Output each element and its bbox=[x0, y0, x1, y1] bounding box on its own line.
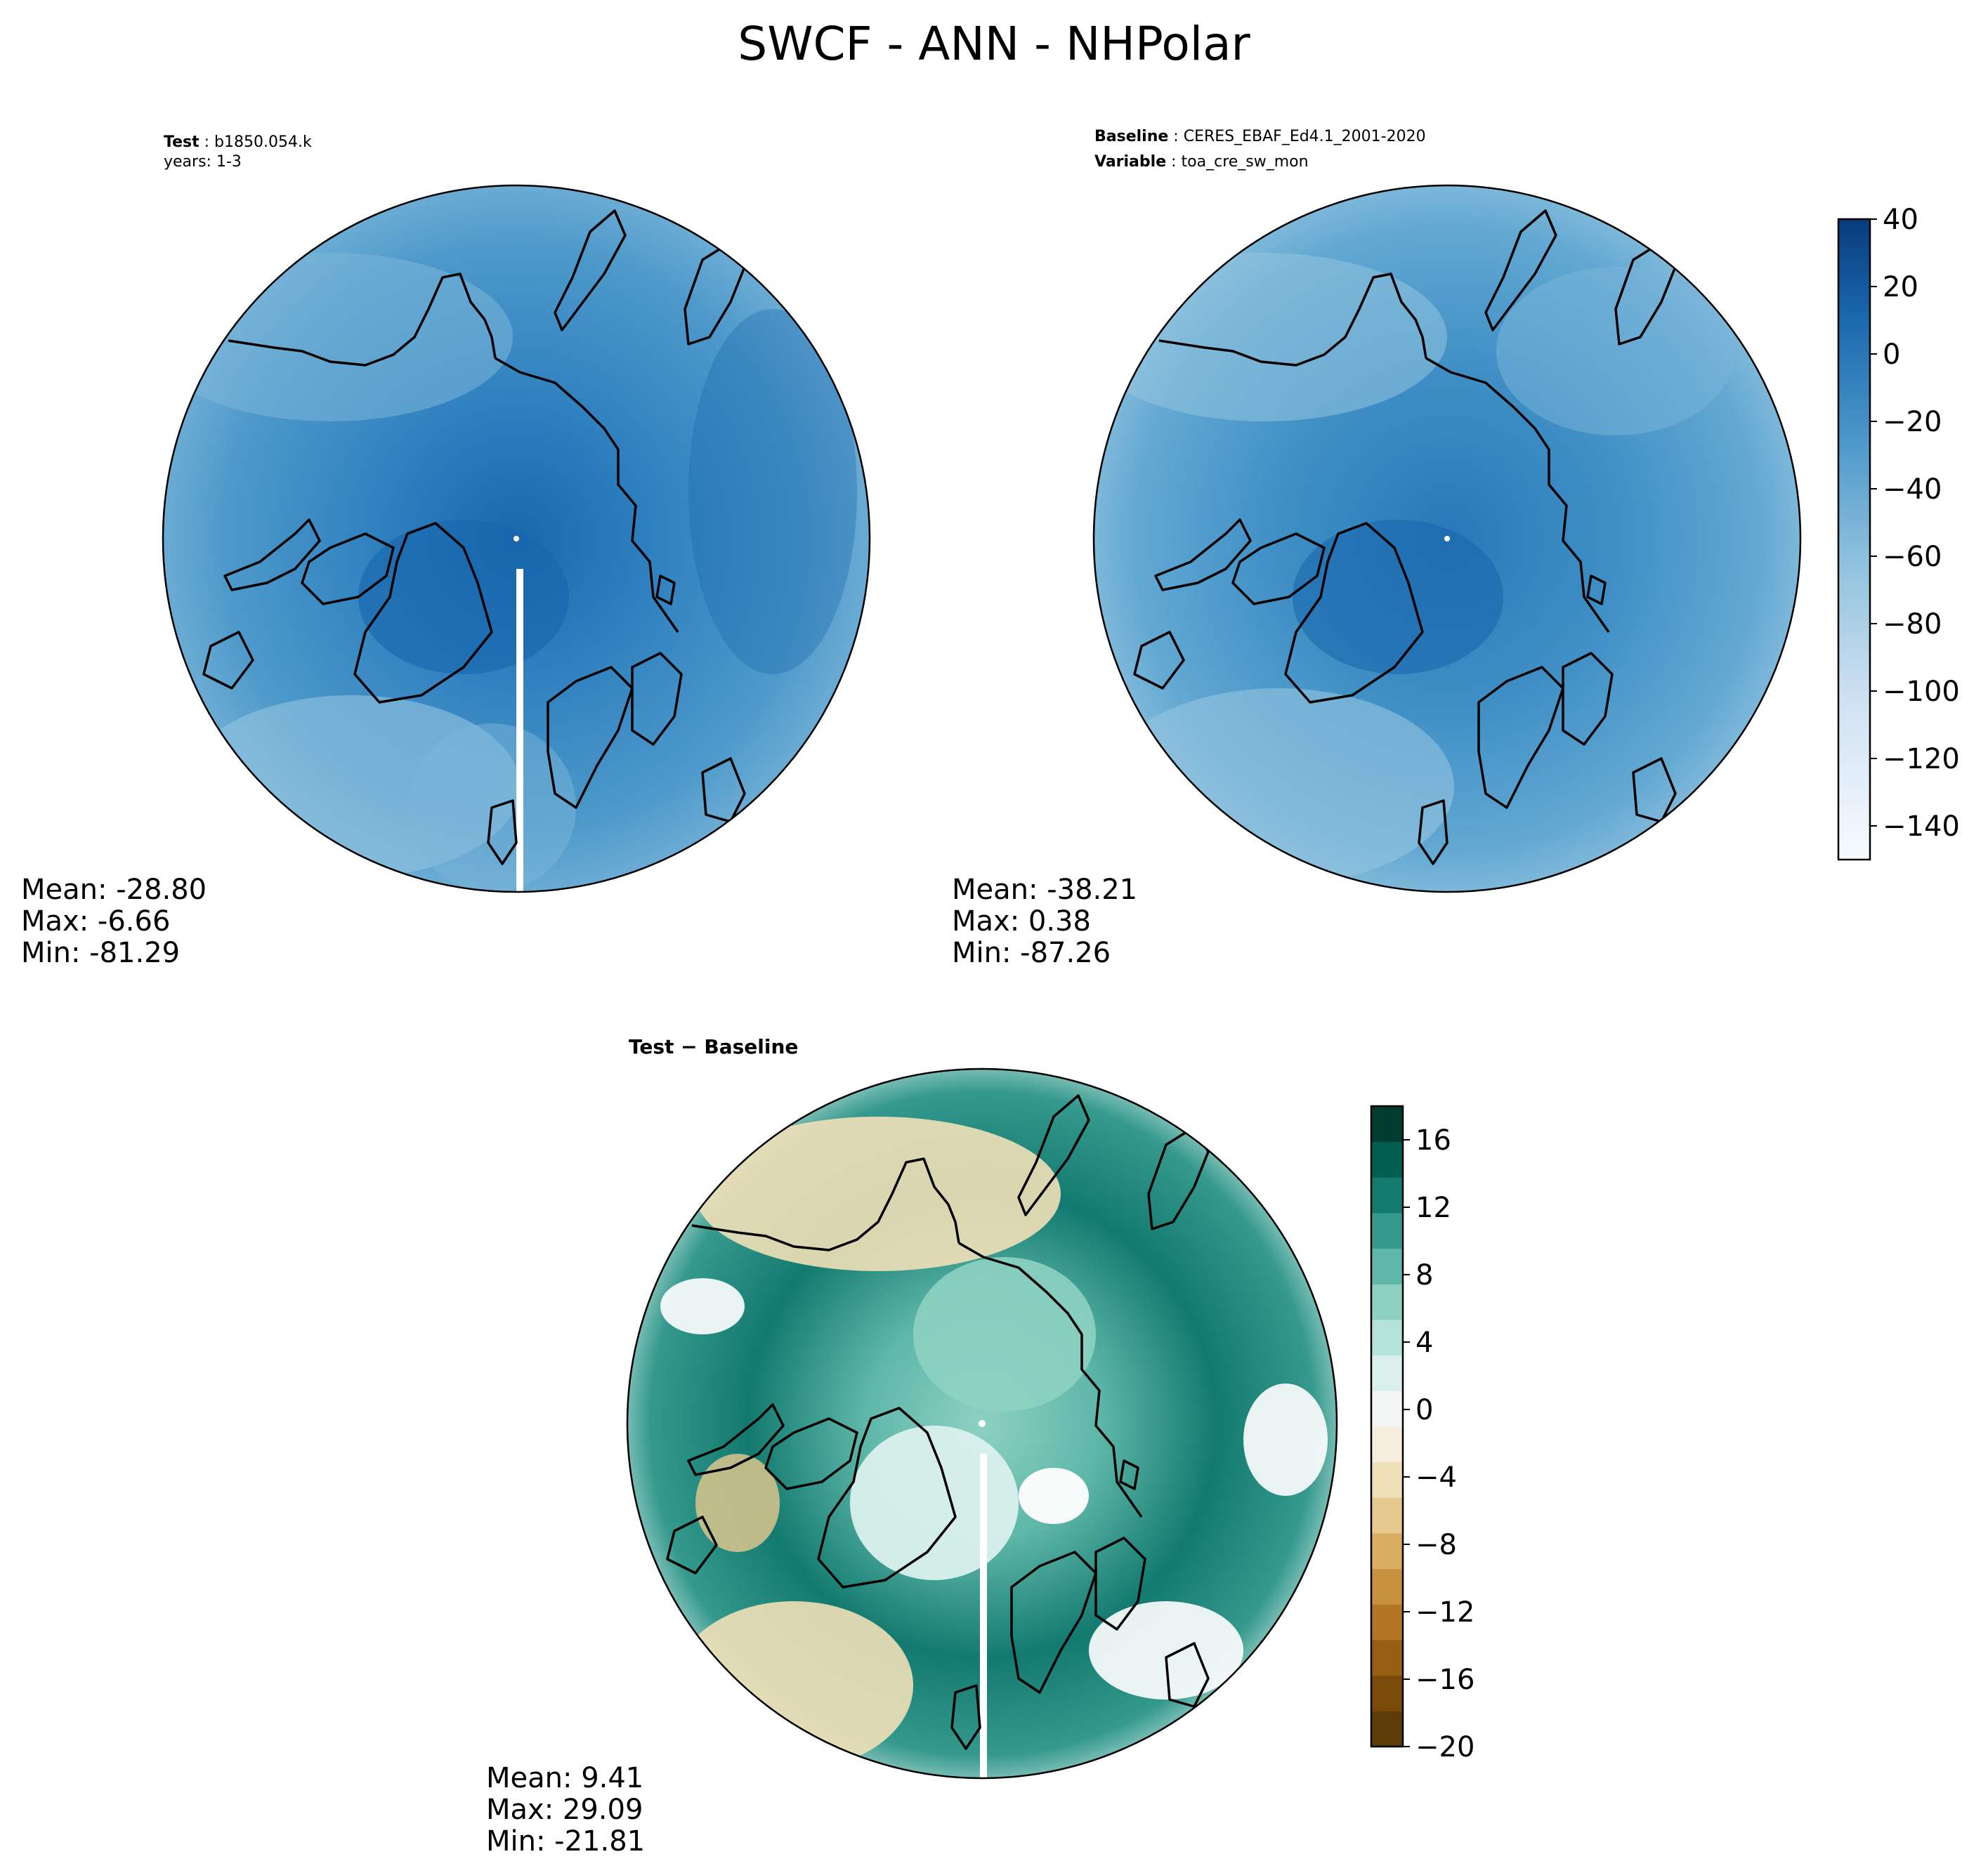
colorbar-blues-tick-label: −80 bbox=[1883, 608, 1942, 640]
colorbar-blues-tick-label: 20 bbox=[1883, 271, 1918, 303]
difference-mean: Mean: 9.41 bbox=[486, 1762, 643, 1794]
colorbar-brbg-tick-label: −8 bbox=[1415, 1529, 1457, 1561]
test-map bbox=[163, 185, 870, 892]
baseline-header-value: CERES_EBAF_Ed4.1_2001-2020 bbox=[1184, 128, 1426, 145]
test-max: Max: -6.66 bbox=[21, 905, 170, 938]
colorbar-blues-tick-label: −40 bbox=[1883, 473, 1942, 506]
colorbar-brbg-level bbox=[1371, 1568, 1403, 1605]
baseline-map bbox=[1094, 185, 1800, 892]
colorbar-brbg-level bbox=[1371, 1461, 1403, 1498]
colorbar-brbg-tick-label: −20 bbox=[1415, 1731, 1474, 1763]
colorbar-blues-tick-label: −120 bbox=[1883, 743, 1960, 775]
test-header-years: years: 1-3 bbox=[164, 153, 242, 171]
colorbar-brbg-tick-label: 0 bbox=[1415, 1394, 1433, 1426]
colorbar-brbg-tick-label: −16 bbox=[1415, 1664, 1474, 1696]
colorbar-brbg-tick-label: 4 bbox=[1415, 1327, 1433, 1359]
colorbar-blues-tick-label: 40 bbox=[1883, 204, 1918, 236]
baseline-mean: Mean: -38.21 bbox=[952, 874, 1137, 906]
baseline-max: Max: 0.38 bbox=[952, 905, 1091, 938]
colorbar-brbg-ticks: 16 12 8 4 0 −4 −8 −12 −16 −20 bbox=[1403, 1124, 1474, 1763]
baseline-variable-value: toa_cre_sw_mon bbox=[1182, 153, 1309, 171]
colorbar-brbg-frame bbox=[1370, 1105, 1404, 1748]
baseline-min: Min: -87.26 bbox=[952, 937, 1111, 969]
colorbar-blues: 40 20 0 −20 −40 −60 −80 −100 −120 −140 bbox=[1837, 204, 1960, 861]
test-min: Min: -81.29 bbox=[21, 937, 180, 969]
test-mean: Mean: -28.80 bbox=[21, 874, 207, 906]
difference-header: Test − Baseline bbox=[629, 1035, 798, 1058]
colorbar-brbg-tick-label: −12 bbox=[1415, 1596, 1474, 1629]
colorbar-brbg-level bbox=[1371, 1248, 1403, 1284]
colorbar-brbg-tick-label: 16 bbox=[1415, 1124, 1451, 1157]
difference-map bbox=[627, 1069, 1337, 1778]
difference-min: Min: -21.81 bbox=[486, 1825, 645, 1858]
colorbar-brbg-level bbox=[1371, 1675, 1403, 1711]
colorbar-brbg-level bbox=[1371, 1177, 1403, 1214]
baseline-variable-label: Variable bbox=[1094, 153, 1166, 171]
colorbar-brbg-level bbox=[1371, 1711, 1403, 1747]
colorbar-brbg: 16 12 8 4 0 −4 −8 −12 −16 −20 bbox=[1370, 1105, 1474, 1763]
test-header-value: b1850.054.k bbox=[214, 133, 312, 151]
test-panel: Test : b1850.054.k years: 1-3 bbox=[21, 133, 871, 969]
colorbar-brbg-level bbox=[1371, 1640, 1403, 1676]
colorbar-brbg-level bbox=[1371, 1355, 1403, 1391]
difference-max: Max: 29.09 bbox=[486, 1794, 643, 1826]
baseline-variable: Variable : toa_cre_sw_mon bbox=[1094, 153, 1309, 171]
baseline-header-label: Baseline bbox=[1094, 128, 1168, 145]
colorbar-brbg-tick-label: −4 bbox=[1415, 1461, 1457, 1494]
colorbar-blues-tick-label: −140 bbox=[1883, 810, 1960, 843]
colorbar-brbg-level bbox=[1371, 1604, 1403, 1641]
colorbar-blues-tick-label: −60 bbox=[1883, 541, 1942, 573]
colorbar-brbg-level bbox=[1371, 1284, 1403, 1320]
colorbar-blues-bar bbox=[1837, 218, 1871, 861]
colorbar-brbg-level bbox=[1371, 1426, 1403, 1463]
colorbar-brbg-level bbox=[1371, 1213, 1403, 1249]
colorbar-brbg-level bbox=[1371, 1141, 1403, 1178]
difference-panel: Test − Baseline bbox=[486, 1035, 1474, 1858]
colorbar-blues-ticks: 40 20 0 −20 −40 −60 −80 −100 −120 −140 bbox=[1870, 204, 1960, 843]
colorbar-brbg-tick-label: 12 bbox=[1415, 1192, 1451, 1224]
baseline-panel: Baseline : CERES_EBAF_Ed4.1_2001-2020 Va… bbox=[952, 128, 1960, 969]
test-header-label: Test bbox=[164, 133, 200, 151]
colorbar-brbg-blocks bbox=[1371, 1106, 1403, 1747]
colorbar-brbg-level bbox=[1371, 1106, 1403, 1143]
colorbar-brbg-level bbox=[1371, 1320, 1403, 1356]
colorbar-brbg-level bbox=[1371, 1497, 1403, 1534]
colorbar-brbg-level bbox=[1371, 1533, 1403, 1570]
test-header: Test : b1850.054.k bbox=[164, 133, 312, 151]
colorbar-brbg-level bbox=[1371, 1391, 1403, 1427]
colorbar-blues-tick-label: −20 bbox=[1883, 406, 1942, 438]
colorbar-blues-tick-label: −100 bbox=[1883, 676, 1960, 708]
figure-title: SWCF - ANN - NHPolar bbox=[738, 17, 1250, 71]
colorbar-blues-tick-label: 0 bbox=[1883, 339, 1900, 371]
colorbar-brbg-tick-label: 8 bbox=[1415, 1259, 1433, 1292]
baseline-header: Baseline : CERES_EBAF_Ed4.1_2001-2020 bbox=[1094, 128, 1426, 145]
